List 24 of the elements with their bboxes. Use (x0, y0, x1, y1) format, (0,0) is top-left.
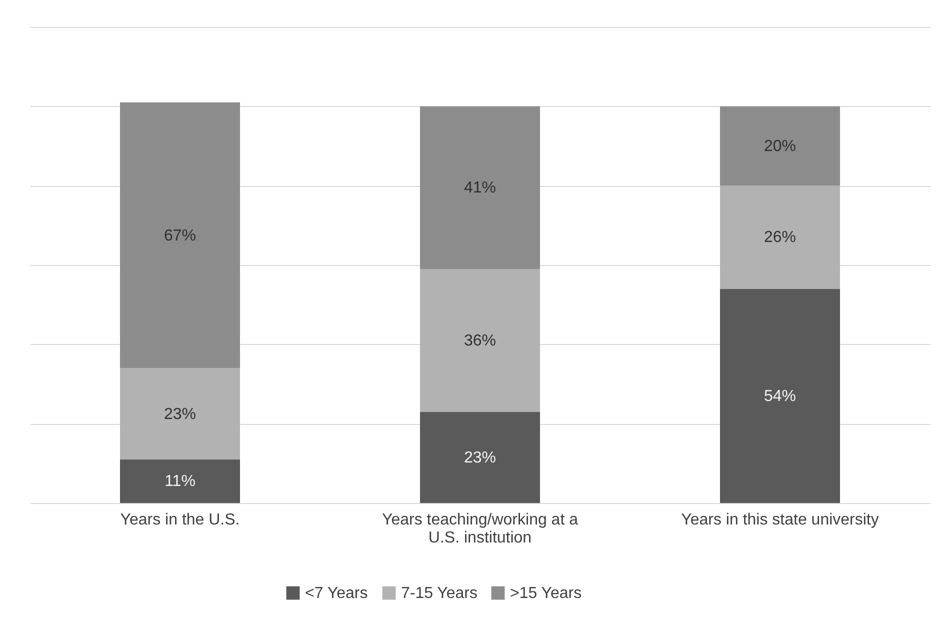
data-label: 54% (764, 388, 796, 405)
data-label: 20% (764, 138, 796, 155)
data-label: 23% (464, 449, 496, 466)
data-label: 26% (764, 229, 796, 246)
bar (420, 106, 540, 269)
legend-label: <7 Years (305, 585, 368, 602)
bar (720, 186, 840, 289)
data-label: 11% (164, 473, 196, 490)
x-tick-label: Years in the U.S. (120, 512, 240, 528)
legend-label: 7-15 Years (401, 585, 478, 602)
bar (120, 368, 240, 460)
bar (720, 288, 840, 503)
bar (120, 102, 240, 368)
bar (720, 106, 840, 186)
x-tick-label: Years teaching/working at a U.S. institution (382, 512, 578, 546)
legend-label: >15 Years (510, 585, 582, 602)
bar (120, 459, 240, 503)
bar (420, 268, 540, 412)
bar (420, 412, 540, 503)
data-label: 36% (464, 332, 496, 350)
x-tick-label: Years in this state university (681, 512, 879, 528)
data-label: 23% (164, 406, 196, 423)
data-label: 67% (164, 227, 196, 244)
data-label: 41% (464, 180, 496, 197)
